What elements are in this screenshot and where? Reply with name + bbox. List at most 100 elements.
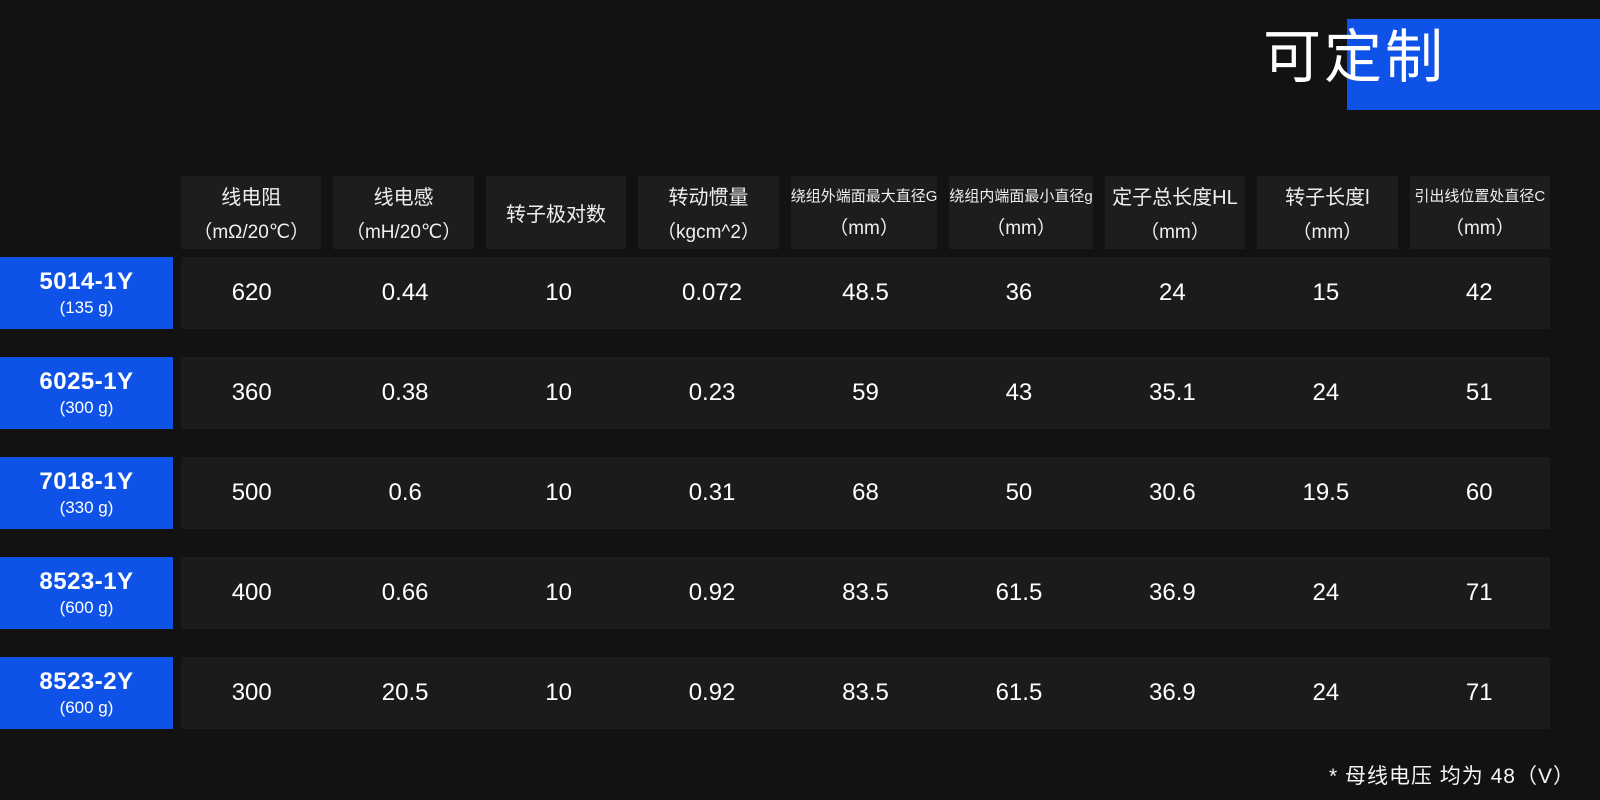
value-cell: 24 bbox=[1312, 679, 1340, 706]
model-name: 8523-1Y bbox=[39, 568, 134, 595]
row-values-band: 500 0.6 10 0.31 68 50 30.6 19.5 60 bbox=[181, 457, 1550, 529]
value-cell: 500 bbox=[231, 479, 272, 506]
value-cell: 24 bbox=[1312, 579, 1340, 606]
value-cell: 20.5 bbox=[381, 679, 429, 706]
footnote: * 母线电压 均为 48（V） bbox=[1328, 765, 1575, 788]
row-values-band: 400 0.66 10 0.92 83.5 61.5 36.9 24 71 bbox=[181, 557, 1550, 629]
column-header: 引出线位置处直径C （mm） bbox=[1409, 176, 1550, 249]
column-header: 转动惯量 （kgcm^2） bbox=[638, 176, 779, 249]
column-header: 绕组内端面最小直径g （mm） bbox=[949, 176, 1093, 249]
value-cell: 36.9 bbox=[1149, 679, 1196, 706]
value-cell: 0.92 bbox=[688, 679, 736, 706]
value-cell: 71 bbox=[1465, 579, 1493, 606]
value-cell: 0.31 bbox=[688, 479, 736, 506]
value-cell: 360 bbox=[231, 379, 272, 406]
value-cell: 83.5 bbox=[842, 679, 889, 706]
column-title: 转子极对数 bbox=[506, 204, 607, 226]
value-cell: 15 bbox=[1312, 279, 1340, 306]
value-cell: 0.44 bbox=[381, 279, 429, 306]
value-cell: 35.1 bbox=[1149, 379, 1196, 406]
value-cell: 60 bbox=[1465, 479, 1493, 506]
column-title: 线电阻 bbox=[221, 187, 282, 209]
column-header: 定子总长度HL （mm） bbox=[1104, 176, 1246, 249]
row-label: 6025-1Y (300 g) bbox=[0, 357, 173, 429]
table-row: 5014-1Y (135 g) 620 0.44 10 0.072 48.5 36 24 15 42 bbox=[0, 257, 1600, 329]
value-cell: 400 bbox=[231, 579, 272, 606]
column-unit: （mΩ/20℃） bbox=[193, 222, 310, 243]
column-header: 转子长度l （mm） bbox=[1257, 176, 1398, 249]
value-cell: 300 bbox=[231, 679, 272, 706]
value-cell: 19.5 bbox=[1302, 479, 1350, 506]
value-cell: 36 bbox=[1005, 279, 1033, 306]
value-cell: 24 bbox=[1159, 279, 1186, 306]
column-header: 绕组外端面最大直径G （mm） bbox=[790, 176, 938, 249]
value-cell: 0.23 bbox=[688, 379, 736, 406]
model-weight: (135 g) bbox=[59, 298, 114, 317]
row-values-band: 620 0.44 10 0.072 48.5 36 24 15 42 bbox=[181, 257, 1550, 329]
customizable-banner-label: 可定制 bbox=[1263, 25, 1447, 90]
column-unit: （mm） bbox=[1444, 218, 1515, 239]
value-cell: 36.9 bbox=[1149, 579, 1196, 606]
model-weight: (330 g) bbox=[59, 498, 114, 517]
value-cell: 0.92 bbox=[688, 579, 736, 606]
row-label: 7018-1Y (330 g) bbox=[0, 457, 173, 529]
value-cell: 10 bbox=[545, 679, 572, 706]
value-cell: 68 bbox=[852, 479, 879, 506]
value-cell: 0.66 bbox=[381, 579, 429, 606]
value-cell: 83.5 bbox=[842, 579, 889, 606]
value-cell: 42 bbox=[1465, 279, 1493, 306]
column-title: 绕组内端面最小直径g bbox=[949, 188, 1093, 205]
customizable-banner bbox=[1347, 19, 1600, 110]
table-row: 6025-1Y (300 g) 360 0.38 10 0.23 59 43 35.1 24 51 bbox=[0, 357, 1600, 429]
table-body: 5014-1Y (135 g) 620 0.44 10 0.072 48.5 36 24 15 42… bbox=[0, 257, 1600, 729]
value-cell: 51 bbox=[1465, 379, 1493, 406]
model-name: 6025-1Y bbox=[39, 368, 134, 395]
value-cell: 43 bbox=[1005, 379, 1033, 406]
column-header: 线电感 （mH/20℃） bbox=[333, 176, 474, 249]
column-title: 定子总长度HL bbox=[1112, 187, 1238, 209]
value-cell: 0.38 bbox=[381, 379, 429, 406]
value-cell: 10 bbox=[545, 379, 572, 406]
value-cell: 71 bbox=[1465, 679, 1493, 706]
value-cell: 24 bbox=[1312, 379, 1340, 406]
model-weight: (600 g) bbox=[59, 698, 114, 717]
table-row: 8523-1Y (600 g) 400 0.66 10 0.92 83.5 61.5 36.9 2… bbox=[0, 557, 1600, 629]
value-cell: 0.6 bbox=[388, 479, 422, 506]
value-cell: 620 bbox=[231, 279, 272, 306]
value-cell: 10 bbox=[545, 279, 572, 306]
table-row: 8523-2Y (600 g) 300 20.5 10 0.92 83.5 61.5 36.9 2… bbox=[0, 657, 1600, 729]
value-cell: 10 bbox=[545, 479, 572, 506]
column-unit: （mm） bbox=[1140, 222, 1210, 243]
spec-table: 线电阻 （mΩ/20℃） 线电感 （mH/20℃） 转子极对数 转动惯量 （kgcm^2） 绕… bbox=[0, 176, 1600, 729]
column-unit: （mm） bbox=[986, 218, 1056, 239]
value-cell: 61.5 bbox=[995, 679, 1043, 706]
row-label: 8523-1Y (600 g) bbox=[0, 557, 173, 629]
model-name: 7018-1Y bbox=[39, 468, 134, 495]
value-cell: 61.5 bbox=[995, 579, 1043, 606]
value-cell: 50 bbox=[1005, 479, 1033, 506]
row-values-band: 300 20.5 10 0.92 83.5 61.5 36.9 24 71 bbox=[181, 657, 1550, 729]
column-title: 转动惯量 bbox=[668, 187, 749, 209]
model-weight: (600 g) bbox=[59, 598, 114, 617]
row-label: 5014-1Y (135 g) bbox=[0, 257, 173, 329]
model-weight: (300 g) bbox=[59, 398, 114, 417]
table-row: 7018-1Y (330 g) 500 0.6 10 0.31 68 50 30.6 19.5 60 bbox=[0, 457, 1600, 529]
column-unit: （mm） bbox=[829, 218, 899, 239]
row-label: 8523-2Y (600 g) bbox=[0, 657, 173, 729]
value-cell: 30.6 bbox=[1149, 479, 1196, 506]
column-unit: （mH/20℃） bbox=[345, 222, 462, 243]
column-header: 线电阻 （mΩ/20℃） bbox=[181, 176, 322, 249]
row-values-band: 360 0.38 10 0.23 59 43 35.1 24 51 bbox=[181, 357, 1550, 429]
value-cell: 0.072 bbox=[682, 279, 743, 306]
column-unit: （mm） bbox=[1292, 222, 1363, 243]
column-title: 转子长度l bbox=[1285, 187, 1370, 209]
table-header-row: 线电阻 （mΩ/20℃） 线电感 （mH/20℃） 转子极对数 转动惯量 （kgcm^2） 绕… bbox=[181, 176, 1550, 249]
column-title: 引出线位置处直径C bbox=[1414, 188, 1546, 205]
column-title: 绕组外端面最大直径G bbox=[790, 188, 938, 205]
value-cell: 59 bbox=[852, 379, 879, 406]
model-name: 5014-1Y bbox=[39, 268, 134, 295]
column-title: 线电感 bbox=[373, 187, 434, 209]
value-cell: 48.5 bbox=[842, 279, 889, 306]
column-unit: （kgcm^2） bbox=[657, 222, 760, 243]
model-name: 8523-2Y bbox=[39, 668, 134, 695]
